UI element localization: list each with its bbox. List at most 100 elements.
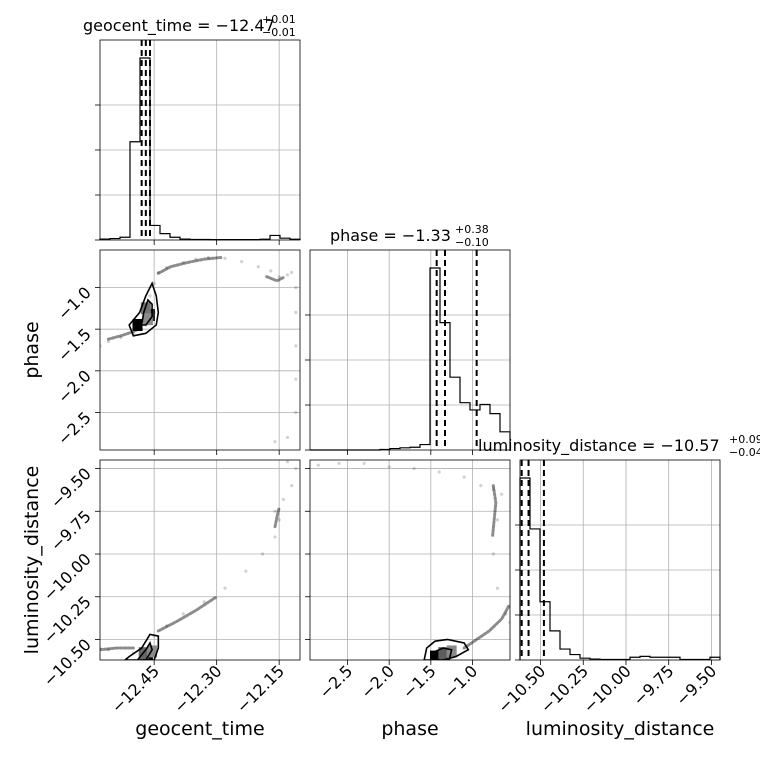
- sample-point: [202, 600, 206, 604]
- x-tick-label: −1.0: [440, 661, 481, 702]
- title-geocent-time-sup: +0.01: [262, 13, 296, 26]
- sample-point: [240, 260, 244, 264]
- sample-point: [437, 470, 441, 474]
- title-geocent-time: geocent_time = −12.47: [83, 16, 275, 36]
- y-tick-label: −1.5: [54, 325, 95, 366]
- sample-point: [273, 440, 277, 444]
- scatter-geocent-time-vs-phase: [100, 255, 298, 444]
- sample-point: [148, 294, 152, 298]
- xlabel-phase: phase: [381, 718, 438, 740]
- x-tick-label: −2.0: [357, 661, 398, 702]
- scatter-geocent-time-vs-luminosity-distance: [100, 460, 298, 660]
- ylabel-phase: phase: [21, 321, 43, 378]
- sample-point: [181, 612, 185, 616]
- y-tick-label: −9.50: [47, 464, 95, 512]
- title-geocent-time-sub: −0.01: [262, 26, 296, 39]
- density-contour: [123, 633, 160, 660]
- sample-point: [119, 335, 123, 340]
- sample-point: [294, 410, 298, 415]
- y-tick-label: −1.0: [54, 283, 95, 324]
- sample-point: [165, 265, 169, 270]
- sample-point: [294, 310, 298, 315]
- sample-point: [277, 275, 281, 279]
- title-luminosity-distance: luminosity_distance = −10.57: [478, 436, 720, 456]
- sample-point: [491, 487, 495, 491]
- x-tick-label: −10.00: [580, 661, 635, 716]
- sample-point: [156, 270, 160, 275]
- x-tick-label: −9.50: [672, 661, 720, 709]
- sample-point: [269, 269, 273, 273]
- sample-point: [273, 535, 277, 539]
- sample-point: [106, 340, 110, 344]
- grid-lines: [100, 40, 720, 660]
- sample-point: [206, 255, 210, 260]
- histogram-geocent-time: [99, 57, 301, 241]
- x-tick-label: −12.45: [108, 661, 163, 716]
- sample-point: [495, 518, 500, 522]
- xlabel-geocent-time: geocent_time: [135, 718, 264, 740]
- sample-point: [294, 285, 298, 290]
- sample-point: [316, 463, 320, 467]
- sample-point: [294, 466, 298, 471]
- axes-hist-luminosity-distance: [519, 459, 721, 661]
- x-tick-label: −9.75: [629, 661, 677, 709]
- title-luminosity-distance-sup: +0.09: [729, 433, 760, 446]
- ylabel-luminosity-distance: luminosity_distance: [21, 466, 43, 655]
- sample-point: [462, 475, 466, 479]
- sample-track: [156, 256, 223, 275]
- sample-point: [285, 460, 290, 464]
- sample-point: [290, 484, 294, 488]
- sample-point: [194, 257, 198, 261]
- sample-point: [106, 648, 110, 652]
- sample-point: [491, 552, 495, 556]
- sample-point: [223, 256, 227, 260]
- sample-track: [491, 484, 498, 539]
- histogram-phase: [310, 267, 511, 451]
- density-block: [438, 647, 449, 660]
- sample-point: [165, 624, 169, 628]
- sample-point: [387, 465, 391, 469]
- sample-point: [294, 344, 298, 348]
- histogram-luminosity-distance: [519, 477, 721, 661]
- axes-frames: [99, 39, 721, 661]
- sample-point: [337, 461, 341, 466]
- sample-track: [462, 603, 510, 650]
- data-layer: [99, 40, 721, 661]
- density-contour: [140, 298, 153, 326]
- tick-marks: [95, 104, 712, 665]
- scatter-phase-vs-luminosity-distance: [316, 461, 510, 660]
- sample-point: [285, 273, 290, 277]
- sample-track: [100, 646, 135, 652]
- xlabel-luminosity-distance: luminosity_distance: [526, 718, 715, 740]
- sample-point: [244, 569, 248, 573]
- density-block: [430, 650, 440, 660]
- sample-track: [273, 506, 281, 529]
- sample-point: [152, 281, 156, 285]
- density-block: [132, 319, 143, 331]
- x-tick-label: −2.5: [315, 661, 356, 702]
- sample-point: [290, 270, 294, 275]
- title-phase-sup: +0.38: [455, 223, 489, 236]
- title-phase-sub: −0.10: [455, 236, 489, 249]
- sample-point: [223, 586, 227, 590]
- sample-point: [495, 586, 500, 590]
- density-block: [142, 313, 153, 326]
- sample-point: [479, 484, 483, 488]
- sample-point: [285, 435, 290, 440]
- axes-scatter-phase-vs-luminosity-distance: [309, 459, 511, 661]
- density-contour: [128, 281, 160, 337]
- density-contour: [136, 640, 153, 660]
- sample-track: [156, 595, 219, 633]
- y-tick-label: −2.5: [54, 408, 95, 449]
- axes-scatter-geocent-time-vs-phase: [99, 249, 301, 451]
- axes-hist-geocent-time: [99, 39, 301, 241]
- sample-point: [412, 466, 416, 471]
- x-tick-label: −12.30: [170, 661, 225, 716]
- y-tick-label: −2.0: [54, 366, 95, 407]
- x-tick-label: −1.5: [399, 661, 440, 702]
- text-layer: geocent_time = −12.47 +0.01 −0.01 phase …: [21, 13, 760, 740]
- sample-track: [265, 275, 285, 283]
- sample-point: [260, 552, 265, 556]
- sample-point: [500, 492, 504, 496]
- axes-scatter-geocent-time-vs-luminosity-distance: [99, 459, 301, 661]
